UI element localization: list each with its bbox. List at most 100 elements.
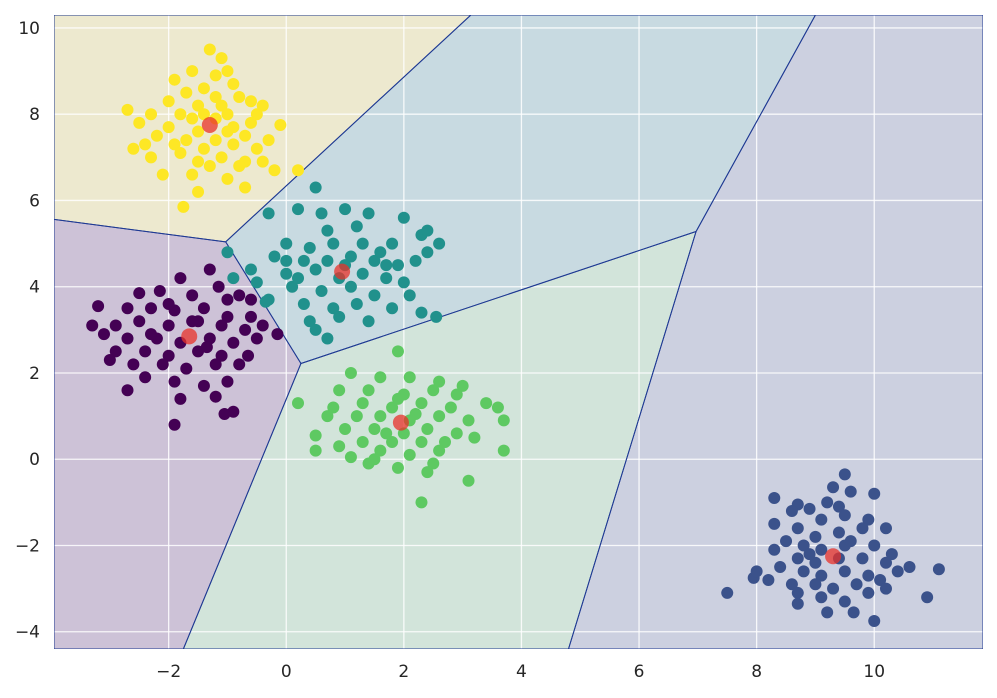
data-point	[809, 556, 822, 569]
data-point	[409, 407, 422, 420]
data-point	[268, 164, 281, 177]
data-point	[462, 474, 475, 487]
data-point	[280, 267, 293, 280]
data-point	[203, 263, 216, 276]
data-point	[150, 129, 163, 142]
data-point	[309, 429, 322, 442]
data-point	[356, 237, 369, 250]
data-point	[239, 129, 252, 142]
data-point	[92, 300, 105, 313]
data-point	[239, 323, 252, 336]
data-point	[832, 500, 845, 513]
data-point	[368, 254, 381, 267]
data-point	[344, 250, 357, 263]
data-point	[380, 427, 393, 440]
data-point	[256, 99, 269, 112]
data-point	[879, 522, 892, 535]
data-point	[374, 444, 387, 457]
grid-lines	[54, 15, 983, 649]
data-point	[303, 241, 316, 254]
cluster-centroids	[181, 116, 842, 565]
y-axis-ticks: −4 −2 0 2 4 6 8 10	[15, 19, 40, 643]
data-point	[209, 134, 222, 147]
x-tick-label: −2	[156, 662, 181, 682]
data-point	[762, 573, 775, 586]
data-point	[127, 358, 140, 371]
x-tick-label: 8	[751, 662, 762, 682]
data-point	[297, 254, 310, 267]
y-tick-label: 0	[29, 450, 40, 470]
data-point	[215, 99, 228, 112]
data-point	[497, 414, 510, 427]
data-point	[721, 586, 734, 599]
data-point	[244, 95, 257, 108]
data-point	[327, 302, 340, 315]
data-point	[121, 332, 134, 345]
data-point	[350, 410, 363, 423]
data-point	[168, 375, 181, 388]
data-point	[103, 354, 116, 367]
data-point	[292, 272, 305, 285]
data-point	[286, 280, 299, 293]
data-point	[380, 272, 393, 285]
data-point	[203, 43, 216, 56]
data-point	[121, 103, 134, 116]
data-point	[156, 168, 169, 181]
data-point	[227, 336, 240, 349]
data-points	[86, 43, 945, 627]
data-point	[192, 185, 205, 198]
data-point	[885, 548, 898, 561]
data-point	[403, 289, 416, 302]
data-point	[862, 569, 875, 582]
y-tick-label: 4	[29, 278, 40, 298]
data-point	[321, 254, 334, 267]
data-point	[262, 134, 275, 147]
cluster-regions	[54, 15, 983, 649]
data-point	[791, 586, 804, 599]
data-point	[356, 397, 369, 410]
data-point	[209, 69, 222, 82]
data-point	[109, 319, 122, 332]
data-point	[847, 606, 860, 619]
data-point	[391, 345, 404, 358]
data-point	[344, 451, 357, 464]
data-point	[356, 435, 369, 448]
y-tick-label: 10	[18, 19, 40, 39]
data-point	[809, 530, 822, 543]
data-point	[427, 457, 440, 470]
data-point	[250, 142, 263, 155]
data-point	[362, 315, 375, 328]
data-point	[215, 151, 228, 164]
data-point	[344, 280, 357, 293]
data-point	[430, 310, 443, 323]
data-point	[209, 358, 222, 371]
data-point	[850, 578, 863, 591]
data-point	[145, 151, 158, 164]
data-point	[333, 310, 346, 323]
data-point	[339, 203, 352, 216]
data-point	[203, 159, 216, 172]
data-point	[133, 315, 146, 328]
data-point	[386, 237, 399, 250]
data-point	[791, 552, 804, 565]
data-point	[139, 345, 152, 358]
data-point	[186, 289, 199, 302]
data-point	[879, 556, 892, 569]
data-point	[197, 142, 210, 155]
data-point	[838, 595, 851, 608]
data-point	[344, 366, 357, 379]
data-point	[162, 121, 175, 134]
centroid-marker	[825, 548, 842, 565]
data-point	[180, 134, 193, 147]
data-point	[133, 116, 146, 129]
data-point	[192, 125, 205, 138]
data-point	[321, 332, 334, 345]
data-point	[386, 435, 399, 448]
data-point	[162, 349, 175, 362]
data-point	[309, 323, 322, 336]
data-point	[768, 517, 781, 530]
data-point	[768, 543, 781, 556]
data-point	[427, 384, 440, 397]
data-point	[362, 384, 375, 397]
